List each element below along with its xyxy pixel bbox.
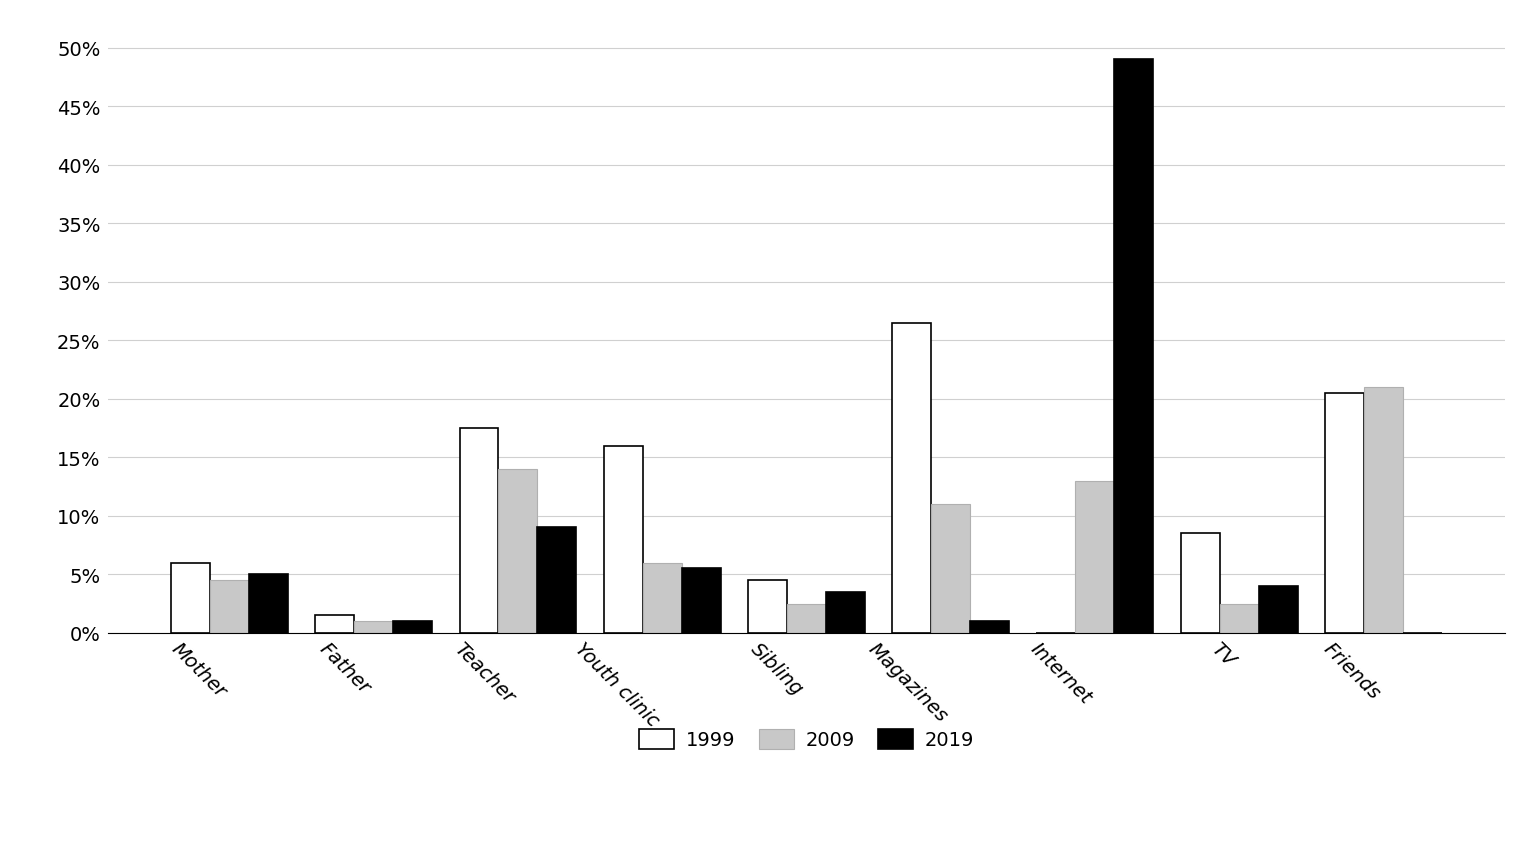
- Bar: [1220, 603, 1258, 633]
- Bar: [931, 505, 971, 633]
- Bar: [315, 615, 355, 633]
- Legend: 1999, 2009, 2019: 1999, 2009, 2019: [631, 721, 982, 757]
- Bar: [249, 575, 287, 633]
- Bar: [499, 469, 538, 633]
- Bar: [892, 323, 931, 633]
- Bar: [1181, 533, 1220, 633]
- Bar: [682, 569, 720, 633]
- Bar: [170, 563, 210, 633]
- Bar: [355, 621, 393, 633]
- Bar: [826, 592, 865, 633]
- Bar: [1258, 587, 1298, 633]
- Bar: [1075, 481, 1114, 633]
- Bar: [1114, 61, 1154, 633]
- Bar: [210, 581, 249, 633]
- Bar: [1364, 387, 1402, 633]
- Bar: [748, 581, 786, 633]
- Bar: [786, 603, 826, 633]
- Bar: [393, 621, 432, 633]
- Bar: [604, 446, 642, 633]
- Bar: [538, 528, 576, 633]
- Bar: [1326, 393, 1364, 633]
- Bar: [971, 621, 1009, 633]
- Bar: [459, 429, 499, 633]
- Bar: [642, 563, 682, 633]
